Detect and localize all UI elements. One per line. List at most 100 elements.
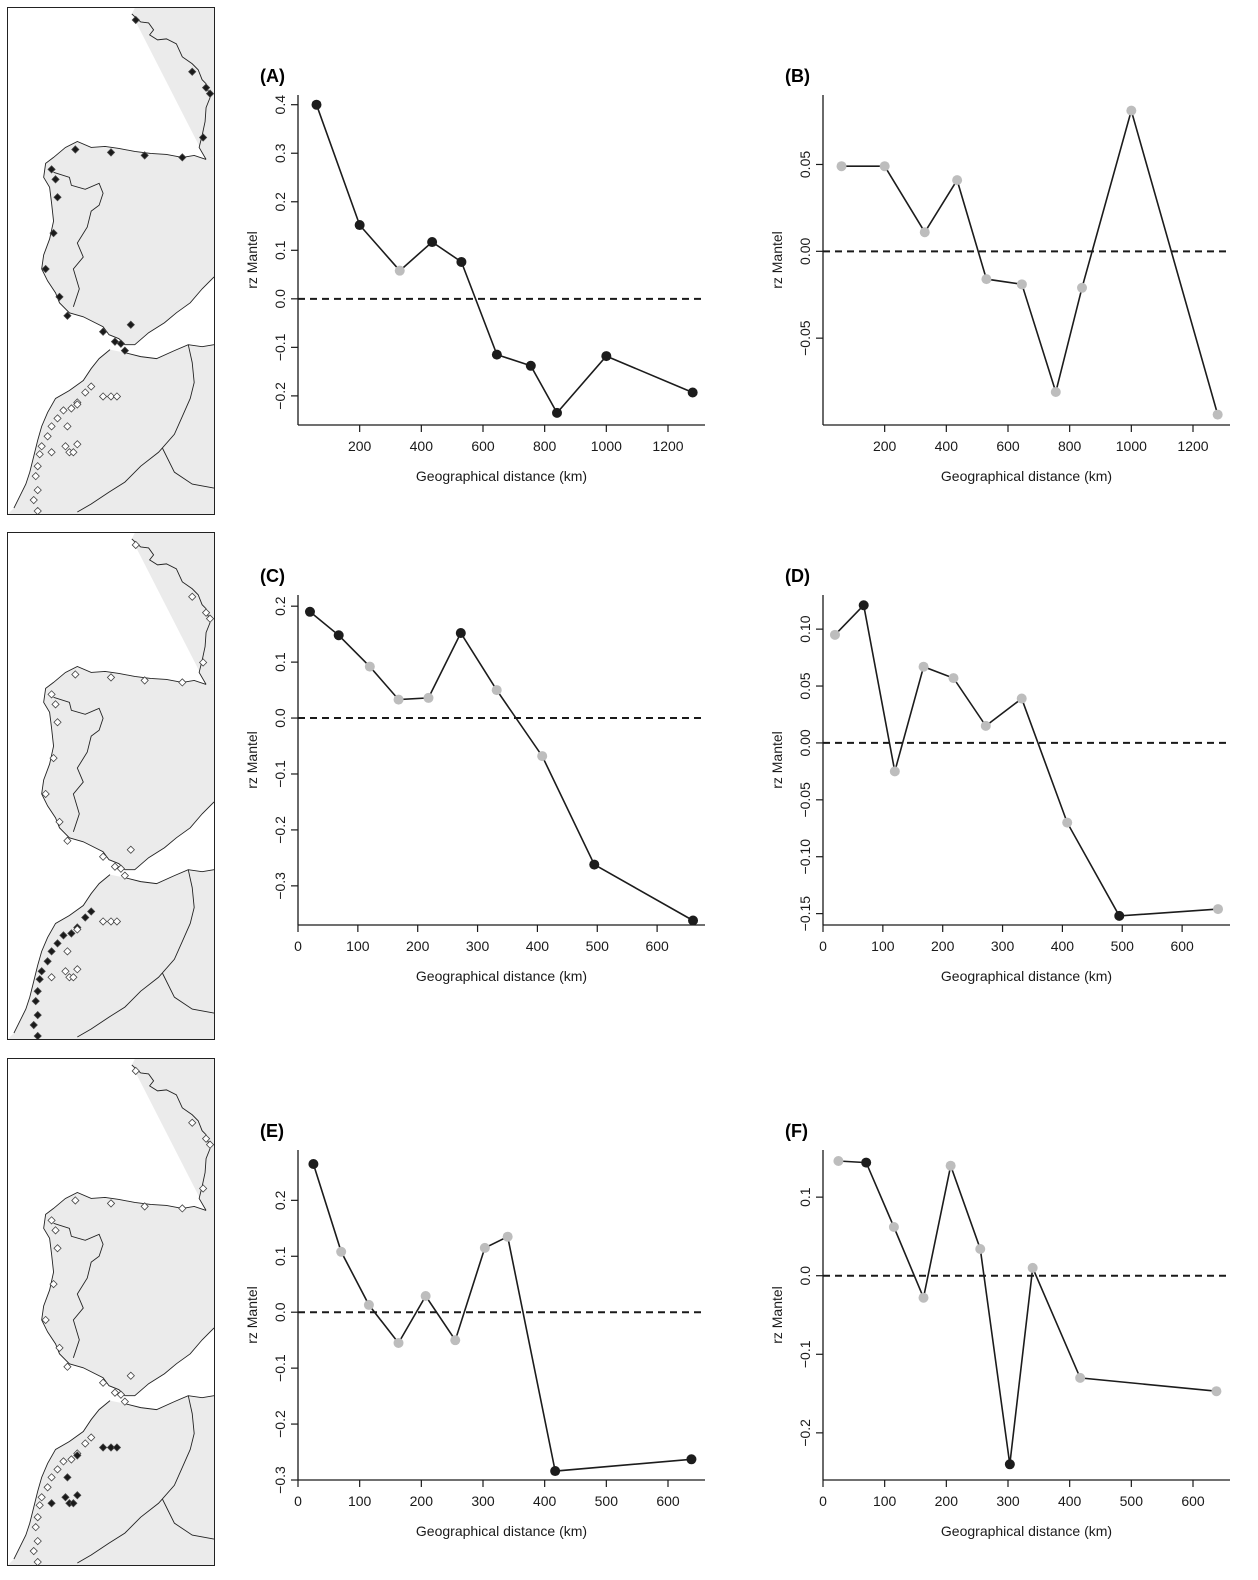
data-point bbox=[550, 1466, 561, 1477]
sample-site-marker bbox=[41, 264, 50, 274]
sample-site-marker bbox=[73, 965, 82, 974]
data-point bbox=[981, 274, 992, 285]
sample-site-marker bbox=[53, 414, 62, 423]
x-tick-label: 200 bbox=[935, 1493, 959, 1509]
data-point bbox=[858, 600, 869, 611]
x-tick-label: 400 bbox=[526, 938, 550, 954]
data-point bbox=[1062, 817, 1073, 828]
chart-E: (E) −0.3 −0.2 −0.1 0.0 0.1 0.2 0 100 200 300 400 500… bbox=[244, 1110, 715, 1580]
sample-site-marker bbox=[51, 175, 60, 184]
data-point bbox=[1114, 910, 1125, 921]
sample-site-marker bbox=[55, 292, 64, 302]
x-tick-label: 100 bbox=[873, 1493, 897, 1509]
coastline bbox=[13, 349, 111, 509]
sample-site-marker bbox=[67, 929, 76, 938]
coastline bbox=[53, 696, 104, 832]
sample-site-marker bbox=[31, 997, 40, 1006]
data-point bbox=[1004, 1459, 1015, 1470]
sample-site-marker bbox=[106, 673, 116, 682]
y-axis-title: rz Mantel bbox=[244, 231, 260, 289]
coastline bbox=[13, 1400, 111, 1560]
sample-site-marker bbox=[198, 133, 208, 142]
sample-site-marker bbox=[33, 1010, 42, 1020]
sample-site-marker bbox=[47, 947, 56, 956]
data-point bbox=[1213, 904, 1224, 915]
sample-site-marker bbox=[178, 1204, 187, 1213]
data-point bbox=[918, 661, 929, 672]
data-point bbox=[861, 1157, 872, 1168]
sample-site-marker bbox=[49, 753, 58, 763]
land-area bbox=[131, 533, 214, 685]
sample-site-marker bbox=[49, 1279, 58, 1289]
y-tick-label: 0.2 bbox=[272, 1190, 288, 1210]
y-tick-label: −0.3 bbox=[272, 1466, 288, 1494]
sample-site-marker bbox=[53, 718, 62, 727]
x-tick-label: 100 bbox=[346, 938, 370, 954]
sample-site-marker bbox=[43, 432, 52, 441]
sample-site-marker bbox=[106, 148, 116, 157]
sample-site-marker bbox=[47, 690, 56, 699]
x-tick-label: 600 bbox=[1170, 938, 1194, 954]
y-tick-label: −0.2 bbox=[272, 382, 288, 410]
panel-label: (B) bbox=[785, 66, 810, 86]
sample-site-marker bbox=[33, 1031, 42, 1039]
x-tick-label: 300 bbox=[991, 938, 1015, 954]
chart-svg: (A) −0.2 −0.1 0.0 0.1 0.2 0.3 0.4 200 400 600 800 10… bbox=[244, 66, 705, 484]
data-point bbox=[304, 606, 315, 617]
sample-site-marker bbox=[98, 327, 108, 336]
x-tick-label: 600 bbox=[996, 438, 1020, 454]
sample-site-marker bbox=[47, 165, 56, 174]
coastline bbox=[53, 171, 104, 307]
sample-site-marker bbox=[205, 1140, 214, 1149]
data-point bbox=[311, 99, 322, 110]
x-tick-label: 0 bbox=[819, 1493, 827, 1509]
y-tick-label: −0.2 bbox=[797, 1419, 813, 1447]
data-point bbox=[537, 751, 548, 762]
x-tick-label: 100 bbox=[348, 1493, 372, 1509]
x-tick-label: 1200 bbox=[652, 438, 683, 454]
x-axis-title: Geographical distance (km) bbox=[416, 468, 587, 484]
sample-site-marker bbox=[49, 228, 58, 238]
x-tick-label: 0 bbox=[819, 938, 827, 954]
coastline bbox=[77, 1395, 195, 1564]
x-tick-label: 0 bbox=[294, 1493, 302, 1509]
coastline bbox=[131, 538, 211, 685]
sample-site-marker bbox=[73, 400, 82, 409]
y-tick-label: −0.1 bbox=[797, 1340, 813, 1368]
sample-site-marker bbox=[29, 1546, 38, 1556]
sample-site-marker bbox=[106, 917, 116, 926]
x-tick-label: 200 bbox=[931, 938, 955, 954]
x-tick-label: 500 bbox=[586, 938, 610, 954]
sample-site-marker bbox=[61, 967, 70, 976]
data-point bbox=[1050, 387, 1061, 397]
sample-site-marker bbox=[33, 987, 42, 996]
y-tick-label: 0.3 bbox=[272, 143, 288, 163]
data-point bbox=[686, 1454, 697, 1465]
land-area bbox=[8, 1395, 214, 1565]
y-tick-label: 0.0 bbox=[797, 1266, 813, 1286]
sample-site-marker bbox=[188, 592, 197, 601]
sample-site-marker bbox=[47, 973, 56, 982]
sample-site-marker bbox=[31, 1523, 40, 1532]
data-point bbox=[919, 227, 930, 238]
sample-site-marker bbox=[73, 1491, 82, 1500]
map-svg bbox=[8, 8, 214, 514]
panel-label: (E) bbox=[260, 1121, 284, 1141]
series-line bbox=[315, 104, 694, 415]
x-tick-label: 500 bbox=[595, 1493, 619, 1509]
sample-site-marker bbox=[69, 973, 78, 982]
chart-C: (C) −0.3 −0.2 −0.1 0.0 0.1 0.2 0 100 200 300 400 500… bbox=[244, 555, 715, 1025]
x-tick-label: 600 bbox=[1181, 1493, 1205, 1509]
data-point bbox=[1016, 693, 1027, 704]
data-point bbox=[952, 175, 963, 186]
y-axis-title: rz Mantel bbox=[244, 731, 260, 789]
y-axis-title: rz Mantel bbox=[769, 231, 785, 289]
chart-svg: (E) −0.3 −0.2 −0.1 0.0 0.1 0.2 0 100 200 300 400 500… bbox=[244, 1121, 705, 1539]
sample-site-marker bbox=[63, 1473, 72, 1482]
chart-svg: (B) −0.05 0.00 0.05 200 400 600 800 1000 1200 Geog… bbox=[769, 66, 1230, 484]
sample-site-marker bbox=[47, 422, 56, 431]
y-tick-label: −0.05 bbox=[797, 782, 813, 818]
sample-site-marker bbox=[31, 472, 40, 481]
data-point bbox=[333, 630, 344, 641]
x-tick-label: 600 bbox=[645, 938, 669, 954]
